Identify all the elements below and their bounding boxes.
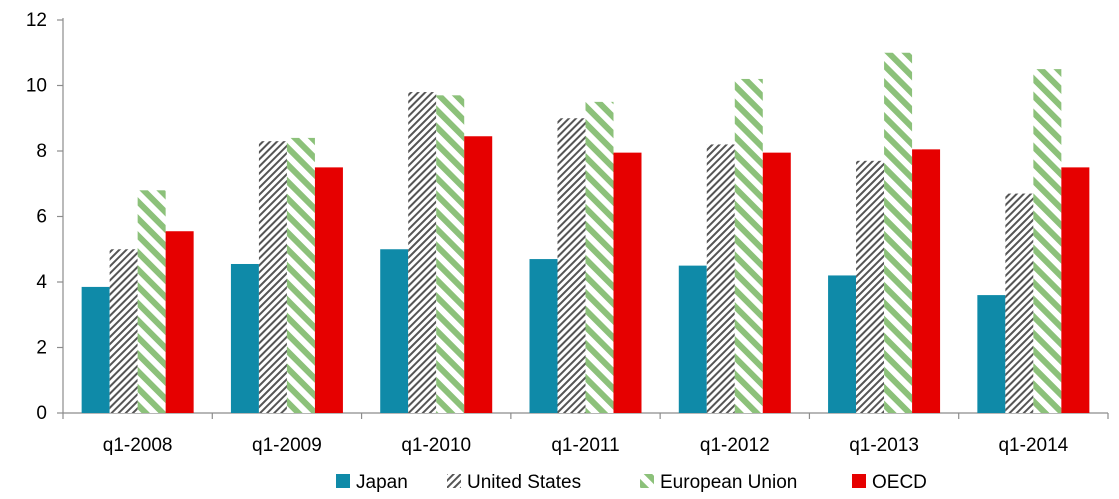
bar-united-states-q1-2011	[557, 118, 586, 413]
legend-label-european-union: European Union	[660, 472, 797, 493]
y-tick-label: 6	[36, 207, 47, 228]
bar-oecd-q1-2013	[912, 149, 941, 414]
bar-oecd-q1-2008	[165, 231, 194, 413]
bar-european-union-q1-2014	[1033, 69, 1062, 413]
y-tick-label: 10	[26, 76, 47, 97]
plot-area: 0 2 4 6 8 10 12 q1-2008 q1-2009 q1-2010 q1-2011 q1-…	[26, 10, 1109, 456]
y-tick-label: 8	[36, 141, 47, 162]
legend-label-united-states: United States	[467, 472, 581, 493]
bar-japan-q1-2014	[977, 295, 1006, 413]
x-tick-label: q1-2013	[849, 435, 919, 456]
bar-united-states-q1-2014	[1005, 193, 1034, 413]
bar-european-union-q1-2008	[137, 190, 166, 413]
bar-european-union-q1-2011	[585, 101, 614, 413]
bar-oecd-q1-2010	[464, 136, 493, 413]
legend-swatch-united-states	[447, 474, 461, 488]
y-tick-label: 12	[26, 10, 47, 31]
y-tick-label: 0	[36, 403, 47, 424]
bar-japan-q1-2013	[828, 275, 857, 413]
legend-swatch-japan	[336, 474, 350, 488]
bar-oecd-q1-2011	[613, 152, 642, 413]
legend-swatch-european-union	[640, 474, 654, 488]
bar-oecd-q1-2012	[762, 152, 791, 413]
x-tick-label: q1-2008	[103, 435, 173, 456]
bar-japan-q1-2009	[230, 263, 259, 413]
legend-label-japan: Japan	[356, 472, 408, 493]
bar-united-states-q1-2012	[706, 144, 735, 413]
x-tick-label: q1-2011	[551, 435, 619, 456]
x-tick-label: q1-2009	[252, 435, 322, 456]
x-tick-label: q1-2014	[998, 435, 1068, 456]
bar-japan-q1-2012	[678, 265, 707, 413]
bar-united-states-q1-2009	[258, 141, 287, 414]
legend: Japan United States European Union OECD	[336, 472, 927, 493]
x-tick-label: q1-2012	[700, 435, 770, 456]
bar-oecd-q1-2014	[1061, 167, 1090, 413]
bar-oecd-q1-2009	[314, 167, 343, 413]
y-tick-label: 2	[36, 338, 47, 359]
bar-japan-q1-2010	[380, 249, 409, 413]
bar-united-states-q1-2010	[408, 92, 437, 414]
bar-japan-q1-2011	[529, 259, 558, 413]
x-tick-label: q1-2010	[401, 435, 471, 456]
bar-european-union-q1-2012	[734, 78, 763, 413]
bar-united-states-q1-2008	[109, 249, 138, 413]
bar-european-union-q1-2013	[884, 52, 913, 413]
bar-japan-q1-2008	[81, 286, 110, 413]
y-tick-label: 4	[36, 272, 47, 293]
legend-label-oecd: OECD	[872, 472, 927, 493]
legend-swatch-oecd	[852, 474, 866, 488]
bar-european-union-q1-2010	[436, 95, 465, 413]
bar-united-states-q1-2013	[856, 160, 885, 413]
bar-european-union-q1-2009	[286, 137, 315, 413]
